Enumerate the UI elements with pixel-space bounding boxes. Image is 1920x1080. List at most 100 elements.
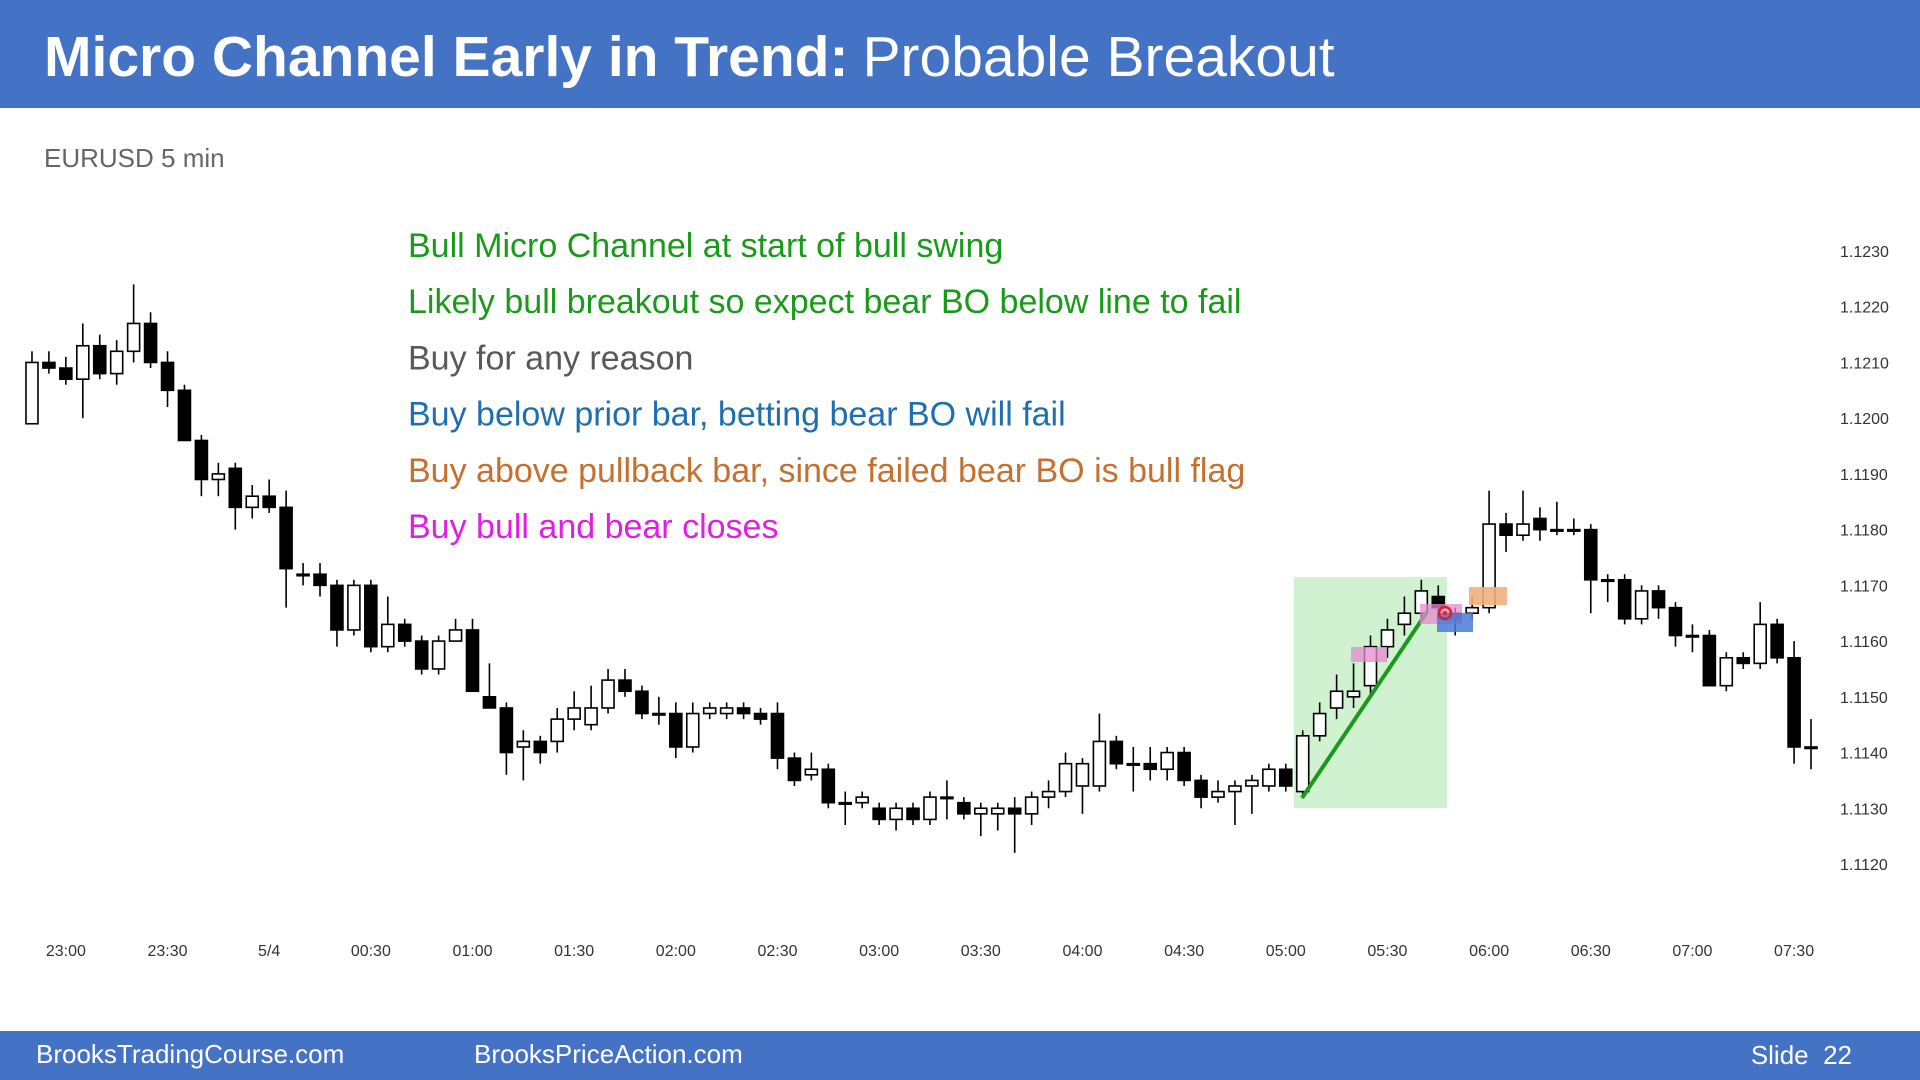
bull-body xyxy=(380,623,395,648)
bull-body xyxy=(1312,712,1327,737)
bull-body xyxy=(567,707,581,720)
bear-body xyxy=(194,439,209,481)
x-tick-label: 01:00 xyxy=(452,943,492,960)
y-tick-label: 1.1230 xyxy=(1840,244,1889,261)
x-tick-label: 07:00 xyxy=(1672,943,1712,960)
bear-body xyxy=(753,712,768,720)
bear-body xyxy=(1787,657,1801,748)
x-tick-label: 07:30 xyxy=(1774,943,1814,960)
bear-body xyxy=(313,573,327,587)
bear-body xyxy=(1109,740,1124,765)
bull-body xyxy=(601,679,615,709)
y-tick-label: 1.1120 xyxy=(1840,857,1888,874)
bear-body xyxy=(906,807,920,821)
bear-body xyxy=(330,584,344,631)
bull-body xyxy=(702,707,717,715)
title: Micro Channel Early in Trend: Probable Br… xyxy=(44,25,1335,89)
x-tick-label: 04:00 xyxy=(1062,943,1102,960)
bear-body xyxy=(618,679,632,693)
bear-body xyxy=(1617,578,1632,620)
footer-bar xyxy=(0,1031,1920,1080)
pink-signal xyxy=(1351,647,1387,662)
bear-body xyxy=(262,495,276,509)
x-tick-label: 06:00 xyxy=(1469,943,1509,960)
bull-body xyxy=(1160,751,1174,771)
bull-body xyxy=(1465,606,1479,615)
bear-body xyxy=(42,361,56,369)
annotation: Bull Micro Channel at start of bull swin… xyxy=(408,227,1003,265)
bull-body xyxy=(1211,790,1225,798)
bull-body xyxy=(1753,623,1767,665)
bear-body xyxy=(1533,517,1547,531)
bear-body xyxy=(1583,528,1598,581)
bear-body xyxy=(92,344,107,375)
y-tick-label: 1.1180 xyxy=(1840,523,1888,540)
bull-body xyxy=(1346,690,1361,698)
x-tick-label: 05:00 xyxy=(1266,943,1306,960)
bull-body xyxy=(1024,796,1039,815)
footer-left: BrooksTradingCourse.com xyxy=(36,1039,344,1069)
bull-body xyxy=(126,322,141,353)
bull-body xyxy=(1092,740,1107,787)
bear-body xyxy=(669,712,683,748)
y-tick-label: 1.1130 xyxy=(1840,801,1888,818)
bull-body xyxy=(1567,528,1581,532)
bear-body xyxy=(770,712,785,759)
bull-body xyxy=(1634,590,1649,620)
x-tick-label: 04:30 xyxy=(1164,943,1204,960)
bull-body xyxy=(25,361,39,425)
bull-body xyxy=(431,640,446,670)
bull-body xyxy=(652,712,666,716)
title-rest: Probable Breakout xyxy=(863,25,1335,89)
annotation: Buy above pullback bar, since failed bea… xyxy=(408,452,1245,490)
x-tick-label: 06:30 xyxy=(1571,943,1611,960)
bear-body xyxy=(414,640,429,670)
x-tick-label: 02:00 xyxy=(656,943,696,960)
blue-signal xyxy=(1437,613,1473,632)
x-tick-label: 03:00 xyxy=(859,943,899,960)
bull-body xyxy=(550,718,565,743)
bear-body xyxy=(1499,523,1513,537)
bear-body xyxy=(160,361,175,392)
bear-body xyxy=(364,584,378,648)
x-tick-label: 05:30 xyxy=(1367,943,1407,960)
bull-body xyxy=(1228,785,1242,793)
bear-body xyxy=(143,322,158,364)
bear-body xyxy=(1770,623,1784,659)
x-tick-label: 23:30 xyxy=(147,943,187,960)
bear-body xyxy=(1736,657,1751,665)
x-tick-label: 02:30 xyxy=(757,943,797,960)
bull-body xyxy=(296,573,310,577)
annotation: Likely bull breakout so expect bear BO b… xyxy=(408,283,1241,321)
bull-body xyxy=(1482,523,1496,609)
bull-body xyxy=(1550,528,1564,532)
y-tick-label: 1.1160 xyxy=(1840,634,1888,651)
bull-body xyxy=(584,707,598,726)
bull-body xyxy=(1719,657,1734,687)
slide-number: Slide 22 xyxy=(1751,1040,1852,1070)
bull-body xyxy=(448,629,463,642)
bull-body xyxy=(940,796,954,800)
bear-body xyxy=(279,506,293,570)
bear-body xyxy=(1177,751,1191,782)
annotation: Buy for any reason xyxy=(408,339,693,377)
bull-body xyxy=(211,473,226,481)
signal-overlays xyxy=(1300,587,1507,800)
bear-body xyxy=(1194,779,1208,798)
bull-body xyxy=(1058,762,1073,793)
bear-body xyxy=(482,696,497,709)
bull-body xyxy=(838,801,853,806)
bull-body xyxy=(990,807,1005,815)
bull-body xyxy=(1245,779,1259,787)
y-tick-label: 1.1140 xyxy=(1840,746,1888,763)
trend-line xyxy=(1300,610,1429,800)
annotation: Buy below prior bar, betting bear BO wil… xyxy=(408,396,1066,434)
bull-body xyxy=(1041,790,1056,798)
bull-body xyxy=(1685,634,1700,638)
bear-body xyxy=(736,707,751,715)
bull-body xyxy=(1126,762,1141,766)
bear-body xyxy=(177,389,192,442)
x-tick-label: 5/4 xyxy=(258,943,280,960)
